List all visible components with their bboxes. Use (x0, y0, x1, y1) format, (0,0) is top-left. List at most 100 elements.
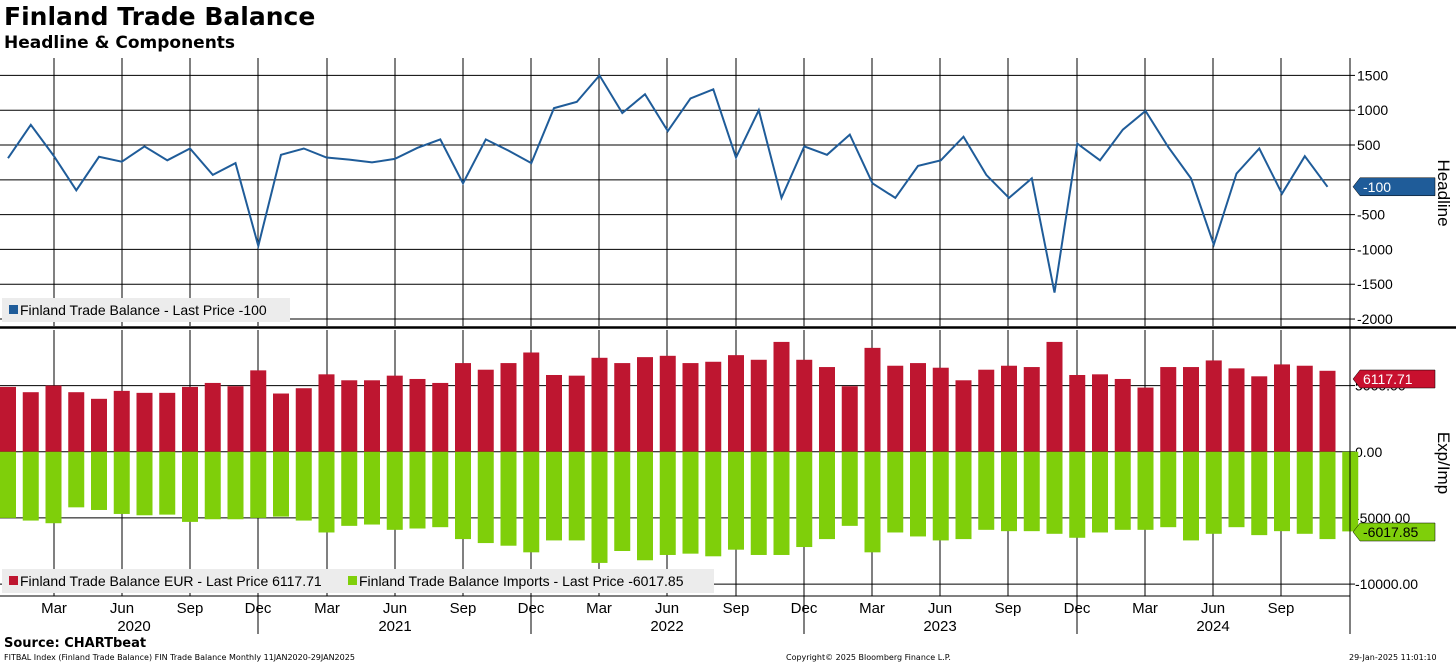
y-tick-label-top: -1500 (1357, 276, 1393, 292)
x-month-label: Jun (1201, 600, 1225, 617)
import-bar (295, 451, 312, 521)
export-bar (364, 380, 380, 452)
top-axis-title: Headline (1434, 159, 1453, 226)
x-month-label: Mar (586, 600, 612, 617)
headline-legend-label: Finland Trade Balance - Last Price -100 (20, 302, 267, 318)
imports-last-value-badge-shape (1352, 522, 1436, 542)
export-bar (455, 363, 471, 452)
export-bar (182, 386, 198, 452)
export-bar (295, 388, 312, 452)
export-bar (955, 380, 972, 452)
footer-ticker: FITBAL Index (Finland Trade Balance) FIN… (4, 653, 355, 662)
imports-legend-swatch (348, 576, 357, 585)
import-bar (659, 451, 676, 555)
import-bar (637, 451, 653, 561)
import-bar (796, 451, 813, 548)
footer-timestamp: 29-Jan-2025 11:01:10 (1349, 653, 1437, 662)
import-bar (1228, 451, 1245, 528)
import-bar (250, 451, 267, 518)
imports-last-value-badge: -6017.85 (1363, 524, 1418, 540)
exports-last-value-badge: 6117.71 (1363, 371, 1413, 387)
export-bar (1319, 370, 1336, 452)
x-month-label: Mar (314, 600, 340, 617)
export-bar (1160, 367, 1177, 452)
export-bar (637, 357, 653, 452)
import-bar (182, 451, 198, 522)
import-bar (910, 451, 926, 537)
export-bar (1251, 376, 1268, 452)
source-label: Source: CHARTbeat (4, 636, 147, 651)
export-bar (523, 352, 540, 452)
import-bar (978, 451, 995, 530)
export-bar (728, 355, 744, 452)
import-bar (113, 451, 130, 514)
export-bar (1092, 374, 1108, 452)
export-bar (546, 374, 562, 452)
y-tick-label-top: 1000 (1357, 102, 1388, 118)
x-month-label: Sep (995, 600, 1022, 617)
export-bar (887, 365, 904, 452)
import-bar (568, 451, 585, 541)
x-month-label: Sep (450, 600, 477, 617)
import-bar (750, 451, 767, 555)
import-bar (432, 451, 449, 528)
exports-legend-swatch (9, 576, 18, 585)
x-year-label: 2021 (378, 618, 411, 635)
import-bar (841, 451, 858, 526)
imports-legend-label: Finland Trade Balance Imports - Last Pri… (359, 573, 684, 589)
import-bar (887, 451, 904, 533)
import-bar (136, 451, 153, 516)
export-bar (705, 361, 722, 452)
import-bar (705, 451, 722, 557)
export-bar (682, 363, 699, 452)
x-month-label: Sep (177, 600, 204, 617)
headline-series-line (7, 73, 1329, 293)
import-bar (386, 451, 403, 530)
export-bar (250, 370, 267, 452)
y-tick-label-top: 1500 (1357, 67, 1388, 83)
export-bar (1205, 360, 1222, 452)
import-bar (455, 451, 471, 540)
exports-legend-label: Finland Trade Balance EUR - Last Price 6… (20, 573, 322, 589)
export-bar (1046, 341, 1063, 452)
chart-title: Finland Trade Balance (4, 2, 316, 31)
x-month-label: Jun (655, 600, 679, 617)
headline-legend-swatch (9, 305, 18, 314)
import-bar (932, 451, 949, 541)
export-bar (68, 392, 85, 452)
export-bar (614, 363, 631, 452)
import-bar (68, 451, 85, 508)
import-bar (819, 451, 835, 540)
export-bar (568, 375, 585, 452)
y-tick-label-bottom: -5000.00 (1355, 510, 1410, 526)
export-bar (227, 386, 244, 452)
exports-last-value-badge-shape (1352, 369, 1436, 389)
import-bar (91, 451, 107, 510)
export-bar (750, 359, 767, 452)
export-bar (910, 363, 926, 452)
import-bar (1319, 451, 1336, 540)
import-bar (227, 451, 244, 520)
bottom-axis-title: Exp/Imp (1434, 432, 1453, 494)
export-bar (113, 390, 130, 452)
x-year-label: 2023 (923, 618, 956, 635)
x-month-label: Mar (859, 600, 885, 617)
y-tick-label-top: -500 (1357, 207, 1385, 223)
x-month-label: Mar (1132, 600, 1158, 617)
bottom-legend-box (2, 569, 714, 593)
export-bar (773, 341, 790, 452)
import-bar (273, 451, 289, 517)
export-bar (841, 386, 858, 452)
export-bar (932, 367, 949, 452)
chart-subtitle: Headline & Components (4, 33, 236, 53)
footer-copyright: Copyright© 2025 Bloomberg Finance L.P. (786, 653, 951, 662)
export-bar (136, 392, 153, 452)
export-bar (659, 355, 676, 452)
x-year-label: 2022 (650, 618, 683, 635)
import-bar (477, 451, 494, 544)
export-bar (341, 380, 358, 452)
x-month-label: Jun (928, 600, 952, 617)
import-bar (773, 451, 790, 555)
y-tick-label-bottom: 0.00 (1355, 444, 1382, 460)
export-bar (591, 357, 608, 452)
